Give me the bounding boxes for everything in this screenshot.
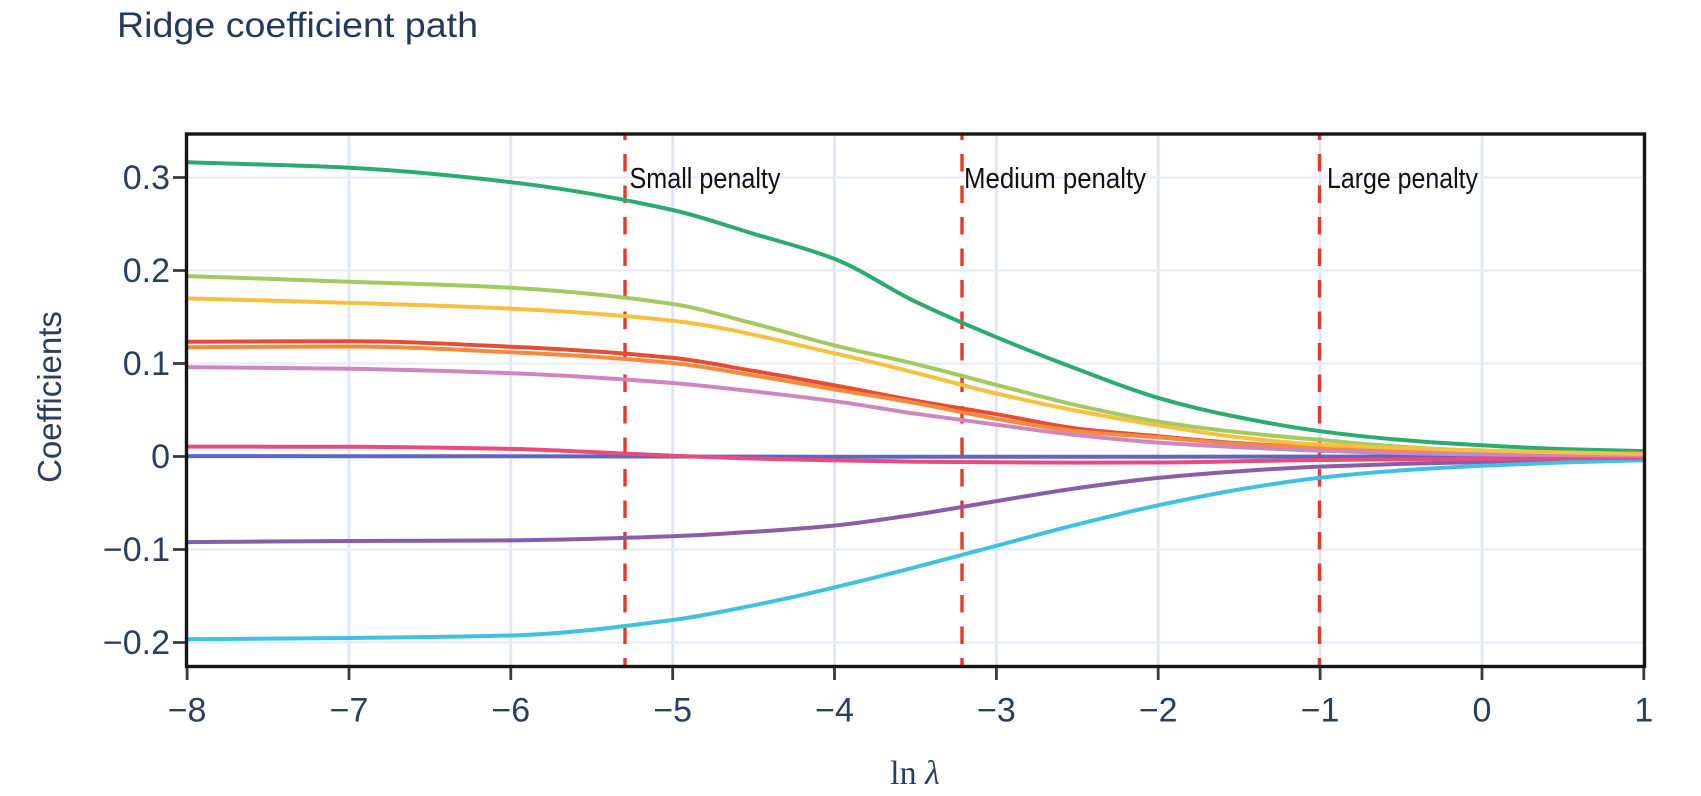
svg-text:−8: −8	[168, 692, 207, 730]
svg-text:Small penalty: Small penalty	[630, 163, 781, 195]
svg-text:−2: −2	[1139, 692, 1178, 730]
svg-text:−6: −6	[491, 692, 530, 730]
svg-text:1: 1	[1634, 692, 1653, 730]
svg-text:−3: −3	[977, 692, 1016, 730]
svg-text:0.1: 0.1	[123, 345, 170, 383]
svg-text:−0.1: −0.1	[103, 531, 170, 569]
svg-text:0.2: 0.2	[123, 252, 170, 290]
svg-text:Ridge coefficient path: Ridge coefficient path	[117, 6, 478, 45]
svg-text:Coefficients: Coefficients	[31, 311, 68, 483]
svg-text:Large penalty: Large penalty	[1327, 163, 1478, 195]
svg-text:−4: −4	[815, 692, 854, 730]
svg-text:−7: −7	[330, 692, 369, 730]
svg-text:−5: −5	[653, 692, 692, 730]
svg-text:−1: −1	[1301, 692, 1340, 730]
svg-text:0: 0	[1473, 692, 1492, 730]
svg-text:0.3: 0.3	[123, 159, 170, 197]
svg-text:Medium penalty: Medium penalty	[964, 163, 1146, 195]
svg-text:ln λ: ln λ	[890, 755, 940, 792]
svg-text:−0.2: −0.2	[103, 624, 170, 662]
svg-text:0: 0	[151, 438, 170, 476]
